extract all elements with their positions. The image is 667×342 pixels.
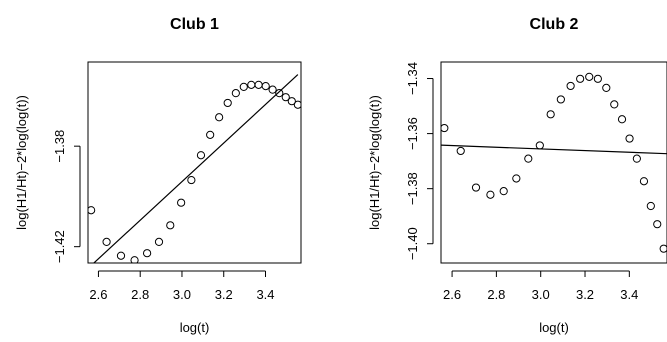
panel2-x-tick-label: 3.0 xyxy=(532,287,550,302)
panel1-y-tick-label: −1.38 xyxy=(52,130,67,163)
panel1-data-point xyxy=(102,237,111,246)
panel2-chart-title: Club 2 xyxy=(530,16,579,33)
panel2-x-tick-label: 3.4 xyxy=(620,287,638,302)
panel1-y-tick-label: −1.42 xyxy=(52,230,67,263)
panel1-data-point xyxy=(130,256,139,263)
panel2-x-tick-label: 2.6 xyxy=(443,287,461,302)
panel2-x-tick-label: 2.8 xyxy=(487,287,505,302)
panel2-data-point xyxy=(632,154,641,163)
panel2-y-axis-label: log(H1/Ht)−2*log(log(t)) xyxy=(367,95,382,230)
panel2-data-point xyxy=(576,74,585,83)
panel1-data-point xyxy=(239,82,248,91)
panel2-y-tick-label: −1.36 xyxy=(405,117,420,150)
panel1-x-axis-label: log(t) xyxy=(180,320,210,335)
panel2-data-point xyxy=(499,187,508,196)
panel1-data-point xyxy=(187,175,196,185)
panel2-data-point xyxy=(617,115,627,124)
panel1-data-point xyxy=(215,113,224,122)
panel2-y-tick-label: −1.34 xyxy=(405,62,420,95)
panel1-x-tick-label: 3.0 xyxy=(173,287,191,302)
panel2-data-point xyxy=(646,201,655,211)
panel1-x-tick-label: 3.4 xyxy=(256,287,274,302)
panel2-data-point xyxy=(556,95,565,104)
panel2-data-point xyxy=(512,174,521,183)
panel2-data-point xyxy=(566,81,575,91)
panel1-x-tick-label: 2.6 xyxy=(89,287,107,302)
panel2-x-tick-label: 3.2 xyxy=(576,287,594,302)
panel1-fit-line xyxy=(92,74,299,263)
panel2-plot-frame xyxy=(440,61,667,264)
panel2-fit-line xyxy=(441,144,667,155)
panel2-data-point xyxy=(441,123,449,133)
panel1-data-point xyxy=(247,80,256,89)
panel1-plot-frame xyxy=(87,61,302,264)
panel1-x-tick-label: 3.2 xyxy=(215,287,233,302)
panel1-data-point xyxy=(154,237,164,246)
panel2-data-point xyxy=(486,190,495,199)
panel2-data-point xyxy=(602,83,611,92)
panel2-data-point xyxy=(659,244,667,253)
panel1-data-point xyxy=(268,85,277,94)
panel1-data-point xyxy=(281,93,290,102)
panel1-data-point xyxy=(293,100,301,109)
panel2-data-point xyxy=(610,100,619,109)
panel1-data-point xyxy=(287,97,296,106)
panel2-data-point xyxy=(585,72,594,81)
panel1-data-point xyxy=(166,221,175,230)
panel1-data-point xyxy=(196,151,206,160)
panel1-y-axis-label: log(H1/Ht)−2*log(log(t)) xyxy=(14,95,29,230)
panel2-data-point xyxy=(456,146,465,156)
panel1-data-point xyxy=(223,98,232,108)
panel1-data-point xyxy=(206,130,215,139)
panel1-data-point xyxy=(275,89,284,98)
panel1-data-point xyxy=(254,80,263,89)
panel1-data-point xyxy=(261,82,270,91)
panel2-data-point xyxy=(524,154,533,163)
panel2-data-point xyxy=(639,177,649,186)
panel2-data-point xyxy=(471,183,481,192)
panel2-data-point xyxy=(653,220,662,229)
panel2-data-point xyxy=(546,110,555,119)
panel2-y-tick-label: −1.38 xyxy=(405,172,420,205)
panel1-chart-title: Club 1 xyxy=(170,16,219,33)
panel2-data-point xyxy=(535,141,544,150)
panel2-data-point xyxy=(625,134,634,143)
panel1-data-point xyxy=(116,251,126,260)
panel1-x-tick-label: 2.8 xyxy=(131,287,149,302)
panel1-data-point xyxy=(142,249,152,258)
panel1-data-point xyxy=(231,89,240,98)
panel2-x-axis-label: log(t) xyxy=(539,320,569,335)
panel1-data-point xyxy=(177,198,186,207)
panel2-data-point xyxy=(593,74,602,83)
panel1-data-point xyxy=(88,206,96,215)
panel2-y-tick-label: −1.40 xyxy=(405,227,420,260)
